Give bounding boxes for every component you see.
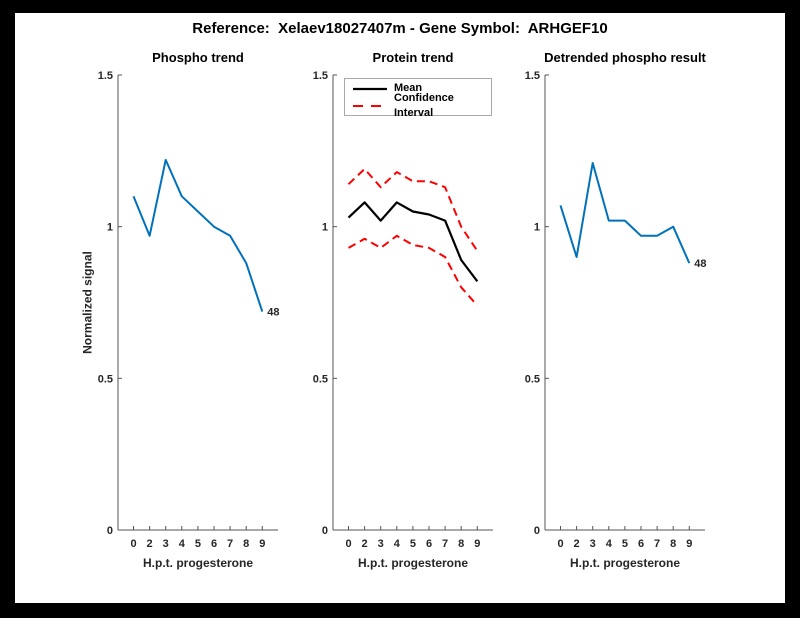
figure-canvas: Reference: Xelaev18027407m - Gene Symbol… bbox=[15, 13, 785, 603]
end-label-48: 48 bbox=[694, 258, 706, 270]
x-tick-label: 2 bbox=[147, 538, 153, 550]
end-label-48: 48 bbox=[267, 307, 279, 319]
x-tick-label: 7 bbox=[442, 538, 448, 550]
x-tick-label: 9 bbox=[686, 538, 692, 550]
y-tick-label: 0 bbox=[107, 525, 113, 537]
ci-upper-line bbox=[347, 168, 479, 252]
x-tick-label: 5 bbox=[622, 538, 628, 550]
y-tick-label: 0.5 bbox=[98, 373, 113, 385]
subplot3-title: Detrended phospho result bbox=[544, 50, 706, 65]
y-tick-label: 1 bbox=[322, 222, 328, 234]
legend-row-mean: Mean bbox=[345, 81, 491, 96]
legend-row-confidence-interval: Confidence Interval bbox=[345, 92, 491, 119]
x-tick-label: 3 bbox=[378, 538, 384, 550]
x-tick-label: 7 bbox=[654, 538, 660, 550]
y-tick-label: 1.5 bbox=[98, 70, 113, 82]
figure-title: Reference: Xelaev18027407m - Gene Symbol… bbox=[192, 20, 608, 37]
y-tick-label: 0.5 bbox=[525, 373, 540, 385]
detrended-phospho-line bbox=[559, 162, 691, 264]
legend-ci-dashed-line-sample bbox=[353, 104, 387, 107]
x-tick-label: 5 bbox=[410, 538, 416, 550]
x-tick-label: 4 bbox=[394, 538, 401, 550]
x-tick-label: 4 bbox=[606, 538, 613, 550]
x-tick-label: 8 bbox=[243, 538, 249, 550]
legend: Mean Confidence Interval bbox=[344, 78, 492, 119]
x-tick-label: 0 bbox=[130, 538, 136, 550]
legend-mean-line-sample bbox=[353, 87, 387, 90]
subplot2-title: Protein trend bbox=[372, 50, 454, 65]
y-tick-label: 0 bbox=[322, 525, 328, 537]
x-tick-label: 3 bbox=[590, 538, 596, 550]
y-tick-label: 0.5 bbox=[313, 373, 328, 385]
legend-mean-label: Mean bbox=[394, 82, 423, 94]
x-tick-label: 9 bbox=[474, 538, 480, 550]
x-tick-label: 3 bbox=[163, 538, 169, 550]
x-tick-label: 6 bbox=[211, 538, 217, 550]
x-tick-label: 5 bbox=[195, 538, 201, 550]
subplot1-title: Phospho trend bbox=[152, 50, 244, 65]
x-tick-label: 0 bbox=[345, 538, 351, 550]
subplot3-x-axis-label: H.p.t. progesterone bbox=[569, 556, 680, 570]
y-tick-label: 1 bbox=[534, 222, 540, 234]
x-tick-label: 8 bbox=[670, 538, 676, 550]
subplot1-x-axis-label: H.p.t. progesterone bbox=[142, 556, 253, 570]
phospho-line bbox=[132, 158, 264, 312]
x-tick-label: 6 bbox=[426, 538, 432, 550]
x-tick-label: 2 bbox=[574, 538, 580, 550]
x-tick-label: 8 bbox=[458, 538, 464, 550]
x-tick-label: 4 bbox=[179, 538, 186, 550]
x-tick-label: 7 bbox=[227, 538, 233, 550]
y-tick-label: 1.5 bbox=[313, 70, 328, 82]
x-tick-label: 0 bbox=[557, 538, 563, 550]
x-tick-label: 9 bbox=[259, 538, 265, 550]
y-tick-label: 1.5 bbox=[525, 70, 540, 82]
ci-lower-line bbox=[348, 234, 479, 307]
legend-ci-label: Confidence Interval bbox=[394, 91, 454, 119]
y-tick-label: 1 bbox=[107, 222, 113, 234]
x-tick-label: 6 bbox=[638, 538, 644, 550]
x-tick-label: 2 bbox=[362, 538, 368, 550]
y-tick-label: 0 bbox=[534, 525, 540, 537]
subplot2-x-axis-label: H.p.t. progesterone bbox=[357, 556, 468, 570]
mean-line bbox=[347, 201, 479, 282]
